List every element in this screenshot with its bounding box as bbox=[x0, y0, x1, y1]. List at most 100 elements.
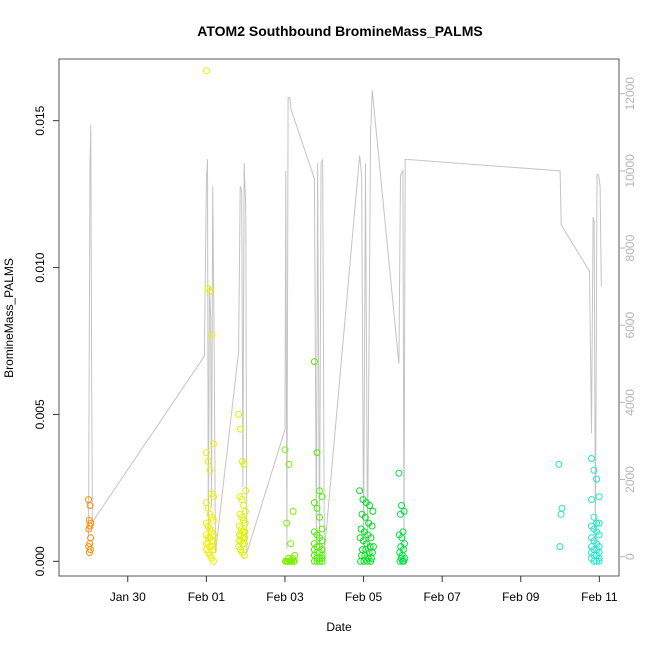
x-tick-label: Feb 11 bbox=[581, 590, 618, 604]
data-point bbox=[313, 449, 321, 457]
x-tick-label: Feb 01 bbox=[188, 590, 226, 604]
data-point bbox=[85, 525, 93, 533]
data-point bbox=[210, 516, 217, 524]
data-point bbox=[241, 507, 249, 515]
data-point bbox=[593, 519, 601, 527]
data-point bbox=[236, 425, 244, 433]
data-point bbox=[86, 546, 94, 554]
data-point bbox=[396, 510, 404, 518]
data-point bbox=[210, 493, 217, 501]
y2-tick-label: 6000 bbox=[623, 312, 637, 339]
y2-tick-label: 12000 bbox=[623, 77, 637, 111]
data-point bbox=[595, 493, 603, 501]
data-point bbox=[283, 519, 291, 527]
x-axis-label: Date bbox=[326, 620, 352, 634]
data-point bbox=[593, 475, 601, 483]
data-point bbox=[310, 358, 318, 366]
data-point bbox=[204, 457, 212, 465]
data-point bbox=[361, 513, 369, 521]
y2-axis: 0 2000 4000 6000 8000 10000 12000 bbox=[619, 77, 637, 560]
y2-tick-label: 8000 bbox=[623, 234, 637, 261]
data-point bbox=[202, 67, 210, 75]
data-point bbox=[86, 502, 94, 509]
x-tick-label: Jan 30 bbox=[110, 590, 146, 604]
data-point bbox=[240, 540, 248, 548]
data-point bbox=[318, 493, 326, 501]
data-point bbox=[210, 546, 217, 554]
data-point bbox=[316, 487, 323, 495]
data-point bbox=[590, 513, 598, 521]
data-point bbox=[367, 534, 375, 542]
data-point bbox=[242, 487, 250, 495]
data-point bbox=[210, 440, 217, 448]
x-tick-label: Feb 05 bbox=[345, 590, 383, 604]
data-point bbox=[558, 504, 566, 512]
y-tick-label: 0.000 bbox=[33, 546, 47, 576]
x-tick-label: Feb 09 bbox=[502, 590, 540, 604]
data-point bbox=[283, 557, 291, 565]
data-point bbox=[357, 557, 365, 565]
altitude-line-layer bbox=[88, 89, 602, 554]
data-point bbox=[398, 534, 406, 542]
y-tick-label: 0.010 bbox=[33, 252, 47, 282]
data-point bbox=[287, 557, 295, 565]
data-point bbox=[398, 502, 405, 509]
data-point bbox=[367, 557, 374, 565]
chart-title: ATOM2 Southbound BromineMass_PALMS bbox=[197, 23, 482, 39]
y2-tick-label: 2000 bbox=[623, 466, 637, 493]
data-point bbox=[396, 557, 404, 565]
data-point bbox=[289, 507, 297, 515]
data-point bbox=[240, 460, 248, 468]
data-point bbox=[206, 287, 214, 295]
data-point bbox=[318, 525, 326, 533]
data-point bbox=[593, 557, 601, 565]
x-tick-label: Feb 07 bbox=[423, 590, 461, 604]
data-point bbox=[366, 502, 374, 509]
altitude-line bbox=[88, 89, 602, 554]
data-point bbox=[556, 543, 564, 551]
data-point bbox=[85, 549, 93, 556]
x-axis: Jan 30 Feb 01 Feb 03 Feb 05 Feb 07 Feb 09 Feb … bbox=[110, 576, 618, 604]
data-point bbox=[588, 455, 595, 462]
data-point bbox=[235, 410, 243, 418]
data-point bbox=[240, 551, 248, 559]
data-point bbox=[310, 557, 318, 565]
data-point bbox=[281, 446, 289, 454]
y-tick-label: 0.005 bbox=[33, 399, 47, 429]
data-point bbox=[595, 519, 603, 527]
data-point bbox=[369, 507, 377, 515]
data-point bbox=[86, 522, 94, 530]
data-point bbox=[285, 460, 293, 468]
x-tick-label: Feb 03 bbox=[266, 590, 304, 604]
data-point bbox=[240, 502, 248, 509]
data-point bbox=[287, 540, 295, 548]
data-point bbox=[316, 557, 323, 565]
data-point bbox=[313, 557, 321, 565]
data-point bbox=[316, 513, 323, 521]
data-point bbox=[588, 496, 595, 504]
data-point bbox=[206, 466, 214, 474]
data-point bbox=[590, 557, 598, 565]
y2-tick-label: 4000 bbox=[623, 389, 637, 416]
data-point bbox=[87, 534, 95, 542]
data-point bbox=[356, 487, 364, 495]
data-point bbox=[318, 537, 326, 545]
data-point bbox=[590, 466, 598, 474]
data-point bbox=[368, 522, 376, 530]
data-point bbox=[202, 449, 210, 457]
data-point bbox=[360, 557, 368, 565]
y-axis: 0.000 0.005 0.010 0.015 bbox=[33, 105, 59, 576]
y2-tick-label: 10000 bbox=[623, 154, 637, 188]
y2-tick-label: 0 bbox=[623, 553, 637, 560]
y-tick-label: 0.015 bbox=[33, 105, 47, 135]
data-point bbox=[208, 331, 216, 339]
data-point bbox=[310, 499, 318, 507]
data-point bbox=[399, 557, 407, 565]
data-point bbox=[313, 504, 321, 512]
data-point bbox=[595, 557, 603, 565]
data-point bbox=[318, 557, 326, 565]
data-point bbox=[595, 531, 603, 539]
plot-area bbox=[58, 58, 620, 577]
data-point bbox=[555, 460, 563, 468]
